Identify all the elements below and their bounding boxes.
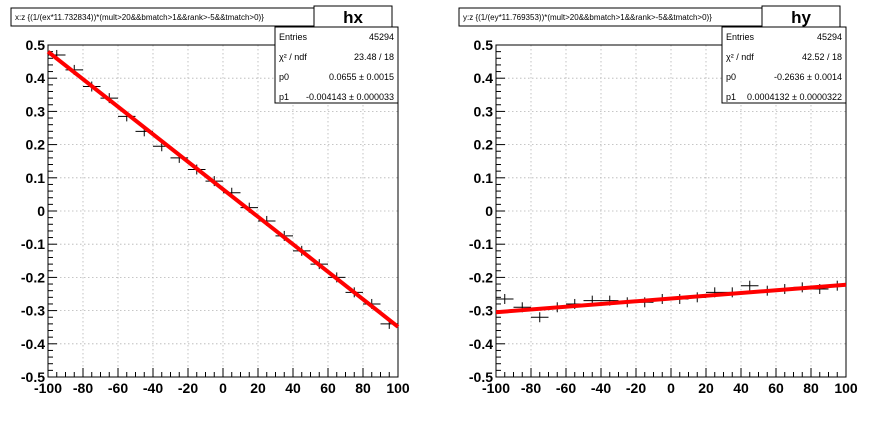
y-tick-label: 0.1 (474, 170, 494, 186)
x-tick-label: 60 (320, 380, 336, 396)
x-tick-label: 0 (219, 380, 227, 396)
plot-frame (495, 44, 847, 378)
y-tick-label: -0.4 (469, 336, 493, 352)
y-tick-label: -0.1 (21, 236, 45, 252)
stats-label: p1 (279, 92, 289, 102)
hist-name: hy (791, 8, 811, 27)
y-tick-label: 0.3 (474, 103, 494, 119)
y-tick-label: 0.1 (26, 170, 46, 186)
stats-value: 23.48 / 18 (354, 52, 394, 62)
stats-value: -0.2636 ± 0.0014 (774, 72, 842, 82)
x-tick-label: -60 (108, 380, 128, 396)
y-tick-label: -0.5 (469, 369, 493, 385)
y-tick-label: 0 (37, 203, 45, 219)
plot-frame (47, 44, 399, 378)
y-tick-label: -0.1 (469, 236, 493, 252)
stats-label: Entries (279, 32, 308, 42)
x-tick-label: -40 (143, 380, 163, 396)
x-tick-label: 20 (698, 380, 714, 396)
plot-title: y:z {(1/(ey*11.769353))*(mult>20&&bmatch… (463, 13, 712, 22)
stats-label: p0 (279, 72, 289, 82)
stats-box (721, 26, 847, 104)
data-point (741, 280, 759, 291)
fit-line (46, 50, 400, 329)
stats-value: 0.0004132 ± 0.0000322 (747, 92, 842, 102)
y-tick-label: -0.3 (21, 303, 45, 319)
x-tick-label: -100 (34, 380, 62, 396)
x-tick-label: -80 (73, 380, 93, 396)
x-tick-label: -40 (591, 380, 611, 396)
stats-value: -0.004143 ± 0.000033 (306, 92, 394, 102)
x-tick-label: 100 (834, 380, 858, 396)
stats-value: 42.52 / 18 (802, 52, 842, 62)
x-tick-label: -20 (626, 380, 646, 396)
data-point (496, 293, 514, 304)
y-tick-label: -0.4 (21, 336, 45, 352)
y-tick-label: 0 (485, 203, 493, 219)
y-tick-label: 0.2 (26, 137, 46, 153)
ticks (495, 44, 847, 378)
x-tick-label: 40 (285, 380, 301, 396)
stats-box (274, 26, 399, 104)
x-tick-label: 20 (250, 380, 266, 396)
x-tick-label: -20 (178, 380, 198, 396)
x-tick-label: -80 (521, 380, 541, 396)
hist-name: hx (343, 8, 363, 27)
x-tick-label: -100 (482, 380, 510, 396)
x-tick-label: 80 (803, 380, 819, 396)
grid (48, 45, 398, 377)
panel-hx: -100 -80 -60 -40 -20 0 20 40 60 80 100 -0.5 -0.4 -0.3… (10, 5, 410, 396)
y-tick-label: -0.3 (469, 303, 493, 319)
stats-label: χ² / ndf (279, 52, 307, 62)
stats-label: p1 (726, 92, 736, 102)
x-tick-label: 40 (733, 380, 749, 396)
x-tick-label: 80 (355, 380, 371, 396)
x-tick-label: -60 (556, 380, 576, 396)
grid (496, 45, 846, 377)
data-point (531, 312, 549, 323)
y-tick-label: -0.2 (469, 269, 493, 285)
x-tick-label: 100 (386, 380, 410, 396)
y-tick-label: 0.4 (474, 70, 494, 86)
y-tick-label: 0.4 (26, 70, 46, 86)
x-tick-label: 0 (667, 380, 675, 396)
panel-hy: -100 -80 -60 -40 -20 0 20 40 60 80 100 -0.5 -0.4 -0.3… (458, 5, 858, 396)
plot-title: x:z {(1/(ex*11.732834))*(mult>20&&bmatch… (15, 13, 264, 22)
y-tick-label: -0.2 (21, 269, 45, 285)
x-tick-label: 60 (768, 380, 784, 396)
stats-label: χ² / ndf (726, 52, 754, 62)
y-tick-label: -0.5 (21, 369, 45, 385)
stats-value: 45294 (369, 32, 394, 42)
fit-line (495, 282, 847, 315)
y-tick-label: 0.5 (26, 37, 46, 53)
stats-label: p0 (726, 72, 736, 82)
stats-value: 0.0655 ± 0.0015 (329, 72, 394, 82)
stats-value: 45294 (817, 32, 842, 42)
y-tick-label: 0.3 (26, 103, 46, 119)
stats-label: Entries (726, 32, 755, 42)
y-tick-label: 0.2 (474, 137, 494, 153)
y-tick-label: 0.5 (474, 37, 494, 53)
